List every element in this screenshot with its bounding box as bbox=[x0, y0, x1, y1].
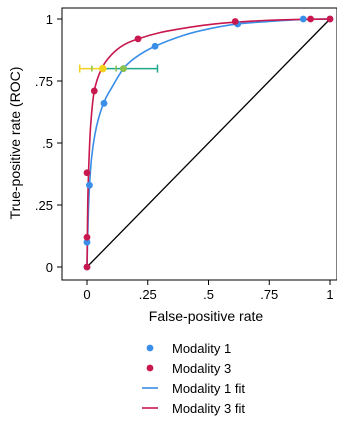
data-point-modality-1 bbox=[86, 181, 93, 189]
data-point-modality-3 bbox=[231, 18, 239, 25]
x-tick-label: 0 bbox=[83, 287, 90, 302]
data-point-modality-1 bbox=[299, 15, 307, 23]
data-point-modality-1 bbox=[83, 238, 91, 246]
data-point-modality-1 bbox=[151, 42, 159, 50]
x-axis-title: False-positive rate bbox=[149, 308, 264, 324]
data-point-modality-3 bbox=[307, 15, 314, 23]
data-point-modality-3 bbox=[83, 233, 91, 241]
legend-label: Modality 3 bbox=[172, 361, 231, 376]
y-axis-title: True-positive rate (ROC) bbox=[7, 67, 23, 220]
legend-marker-key bbox=[146, 364, 154, 372]
ci-point bbox=[98, 64, 107, 73]
data-point-modality-3 bbox=[83, 169, 91, 177]
x-tick-label: .5 bbox=[203, 287, 214, 302]
data-point-modality-3 bbox=[90, 87, 98, 95]
data-point-modality-3 bbox=[134, 35, 142, 43]
y-tick-label: 0 bbox=[46, 260, 53, 275]
plot-frame bbox=[61, 7, 337, 281]
legend-label: Modality 1 bbox=[172, 341, 231, 356]
x-tick-label: .75 bbox=[260, 287, 278, 302]
legend-label: Modality 3 fit bbox=[172, 401, 245, 416]
y-tick-label: .5 bbox=[42, 136, 53, 151]
data-point-modality-3 bbox=[326, 15, 334, 23]
x-tick-label: 1 bbox=[326, 287, 333, 302]
y-tick-label: .75 bbox=[35, 74, 53, 89]
fit-curve-2 bbox=[86, 18, 331, 268]
legend-marker-key bbox=[146, 344, 154, 352]
x-tick-label: .25 bbox=[139, 287, 157, 302]
legend-label: Modality 1 fit bbox=[172, 381, 245, 396]
data-point-modality-1 bbox=[100, 99, 108, 107]
chance-diagonal-line bbox=[86, 18, 331, 268]
fit-curve-1 bbox=[86, 18, 331, 268]
y-tick-label: .25 bbox=[35, 198, 53, 213]
ci-anchor-point bbox=[120, 65, 127, 72]
y-tick-label: 1 bbox=[46, 12, 53, 27]
data-point-modality-3 bbox=[83, 263, 91, 271]
